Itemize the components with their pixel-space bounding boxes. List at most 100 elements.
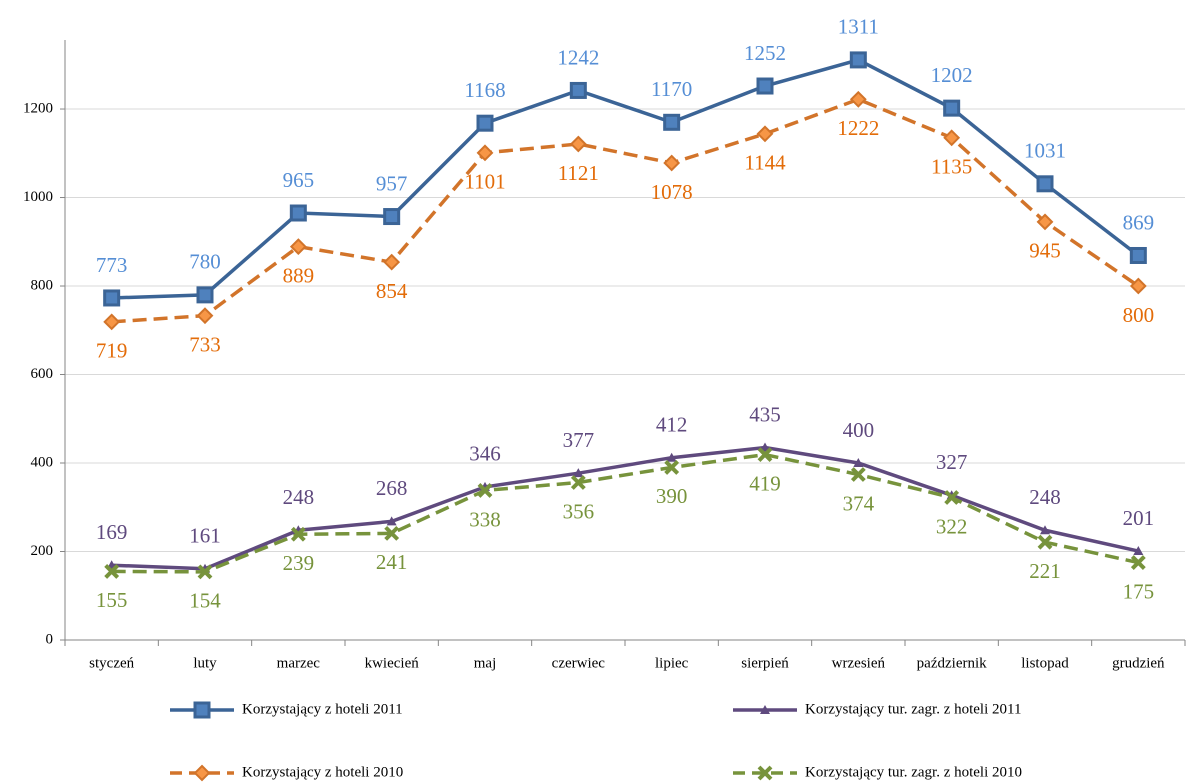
marker — [1037, 534, 1053, 550]
marker — [289, 204, 307, 222]
legend-item: Korzystający tur. zagr. z hoteli 2010 — [733, 764, 1022, 780]
y-tick-label: 600 — [31, 366, 54, 382]
x-tick-label: marzec — [277, 655, 321, 671]
marker — [197, 564, 213, 580]
marker — [1129, 246, 1147, 264]
data-label: 374 — [843, 491, 875, 515]
marker — [849, 90, 867, 108]
data-label: 322 — [936, 514, 968, 538]
marker — [193, 701, 211, 719]
marker — [383, 253, 401, 271]
data-label: 390 — [656, 484, 688, 508]
data-label: 1078 — [651, 180, 693, 204]
legend-item: Korzystający z hoteli 2010 — [170, 764, 403, 782]
marker — [850, 467, 866, 482]
x-tick-label: styczeń — [89, 655, 134, 671]
data-label: 733 — [189, 332, 221, 356]
marker — [666, 452, 677, 462]
data-label: 241 — [376, 550, 408, 574]
data-label: 154 — [189, 589, 221, 613]
series: 155 154 239 241 338 356 390 419 374 322 221 175 — [96, 447, 1155, 613]
marker — [853, 458, 864, 468]
marker — [756, 77, 774, 95]
marker — [943, 129, 961, 147]
line — [111, 452, 1139, 574]
marker — [943, 99, 961, 117]
data-label: 889 — [283, 263, 315, 287]
data-label: 400 — [843, 418, 875, 442]
x-tick-label: kwiecień — [365, 655, 420, 671]
marker — [1129, 277, 1147, 295]
data-label: 965 — [283, 168, 315, 192]
data-label: 175 — [1123, 579, 1155, 603]
line — [111, 445, 1139, 571]
marker — [569, 135, 587, 153]
data-label: 268 — [376, 476, 408, 500]
data-label: 377 — [563, 428, 595, 452]
data-label: 800 — [1123, 303, 1155, 327]
marker — [383, 208, 401, 226]
marker — [569, 81, 587, 99]
data-label: 719 — [96, 339, 128, 363]
marker — [196, 286, 214, 304]
marker — [944, 490, 960, 505]
data-label: 854 — [376, 279, 408, 303]
data-label: 945 — [1029, 239, 1061, 263]
legend-item: Korzystający z hoteli 2011 — [170, 701, 403, 719]
marker — [1036, 175, 1054, 193]
marker — [570, 475, 586, 490]
line — [111, 58, 1140, 300]
marker — [1133, 546, 1144, 556]
y-tick-label: 200 — [31, 543, 54, 559]
data-label: 239 — [283, 551, 315, 575]
marker — [476, 114, 494, 132]
legend-label: Korzystający tur. zagr. z hoteli 2010 — [805, 764, 1022, 780]
y-tick-label: 0 — [46, 631, 54, 647]
marker — [757, 765, 773, 781]
y-tick-label: 400 — [31, 454, 54, 470]
legend-label: Korzystający z hoteli 2011 — [242, 701, 403, 717]
data-label: 773 — [96, 253, 128, 277]
data-label: 412 — [656, 413, 688, 437]
data-label: 1135 — [931, 155, 972, 179]
data-label: 356 — [563, 499, 595, 523]
legend-label: Korzystający z hoteli 2010 — [242, 764, 403, 780]
marker — [757, 447, 773, 463]
x-tick-label: luty — [193, 655, 217, 671]
marker — [1040, 525, 1050, 535]
data-label: 346 — [469, 442, 501, 466]
marker — [103, 289, 121, 307]
x-tick-label: lipiec — [655, 655, 689, 671]
data-label: 155 — [96, 588, 128, 612]
x-tick-label: wrzesień — [832, 655, 886, 671]
marker — [104, 564, 120, 579]
marker — [760, 705, 770, 714]
data-label: 201 — [1123, 506, 1155, 530]
marker — [193, 764, 211, 782]
data-label: 1252 — [744, 41, 786, 65]
data-label: 1170 — [651, 77, 692, 101]
data-label: 248 — [283, 485, 315, 509]
data-label: 957 — [376, 171, 408, 195]
marker — [664, 460, 680, 475]
y-tick-label: 1000 — [23, 189, 53, 205]
marker — [849, 51, 867, 69]
data-label: 1222 — [837, 116, 879, 140]
line — [111, 97, 1140, 324]
marker — [477, 483, 493, 498]
data-label: 780 — [189, 250, 221, 274]
data-label: 221 — [1029, 559, 1061, 583]
marker — [760, 442, 770, 452]
y-tick-label: 1200 — [23, 100, 53, 116]
marker — [196, 307, 214, 325]
data-label: 338 — [469, 507, 501, 531]
data-label: 1242 — [557, 45, 599, 69]
data-label: 1101 — [464, 170, 505, 194]
marker — [663, 113, 681, 131]
data-label: 161 — [189, 524, 221, 548]
data-label: 869 — [1123, 210, 1155, 234]
data-label: 419 — [749, 471, 781, 495]
marker — [756, 125, 774, 143]
